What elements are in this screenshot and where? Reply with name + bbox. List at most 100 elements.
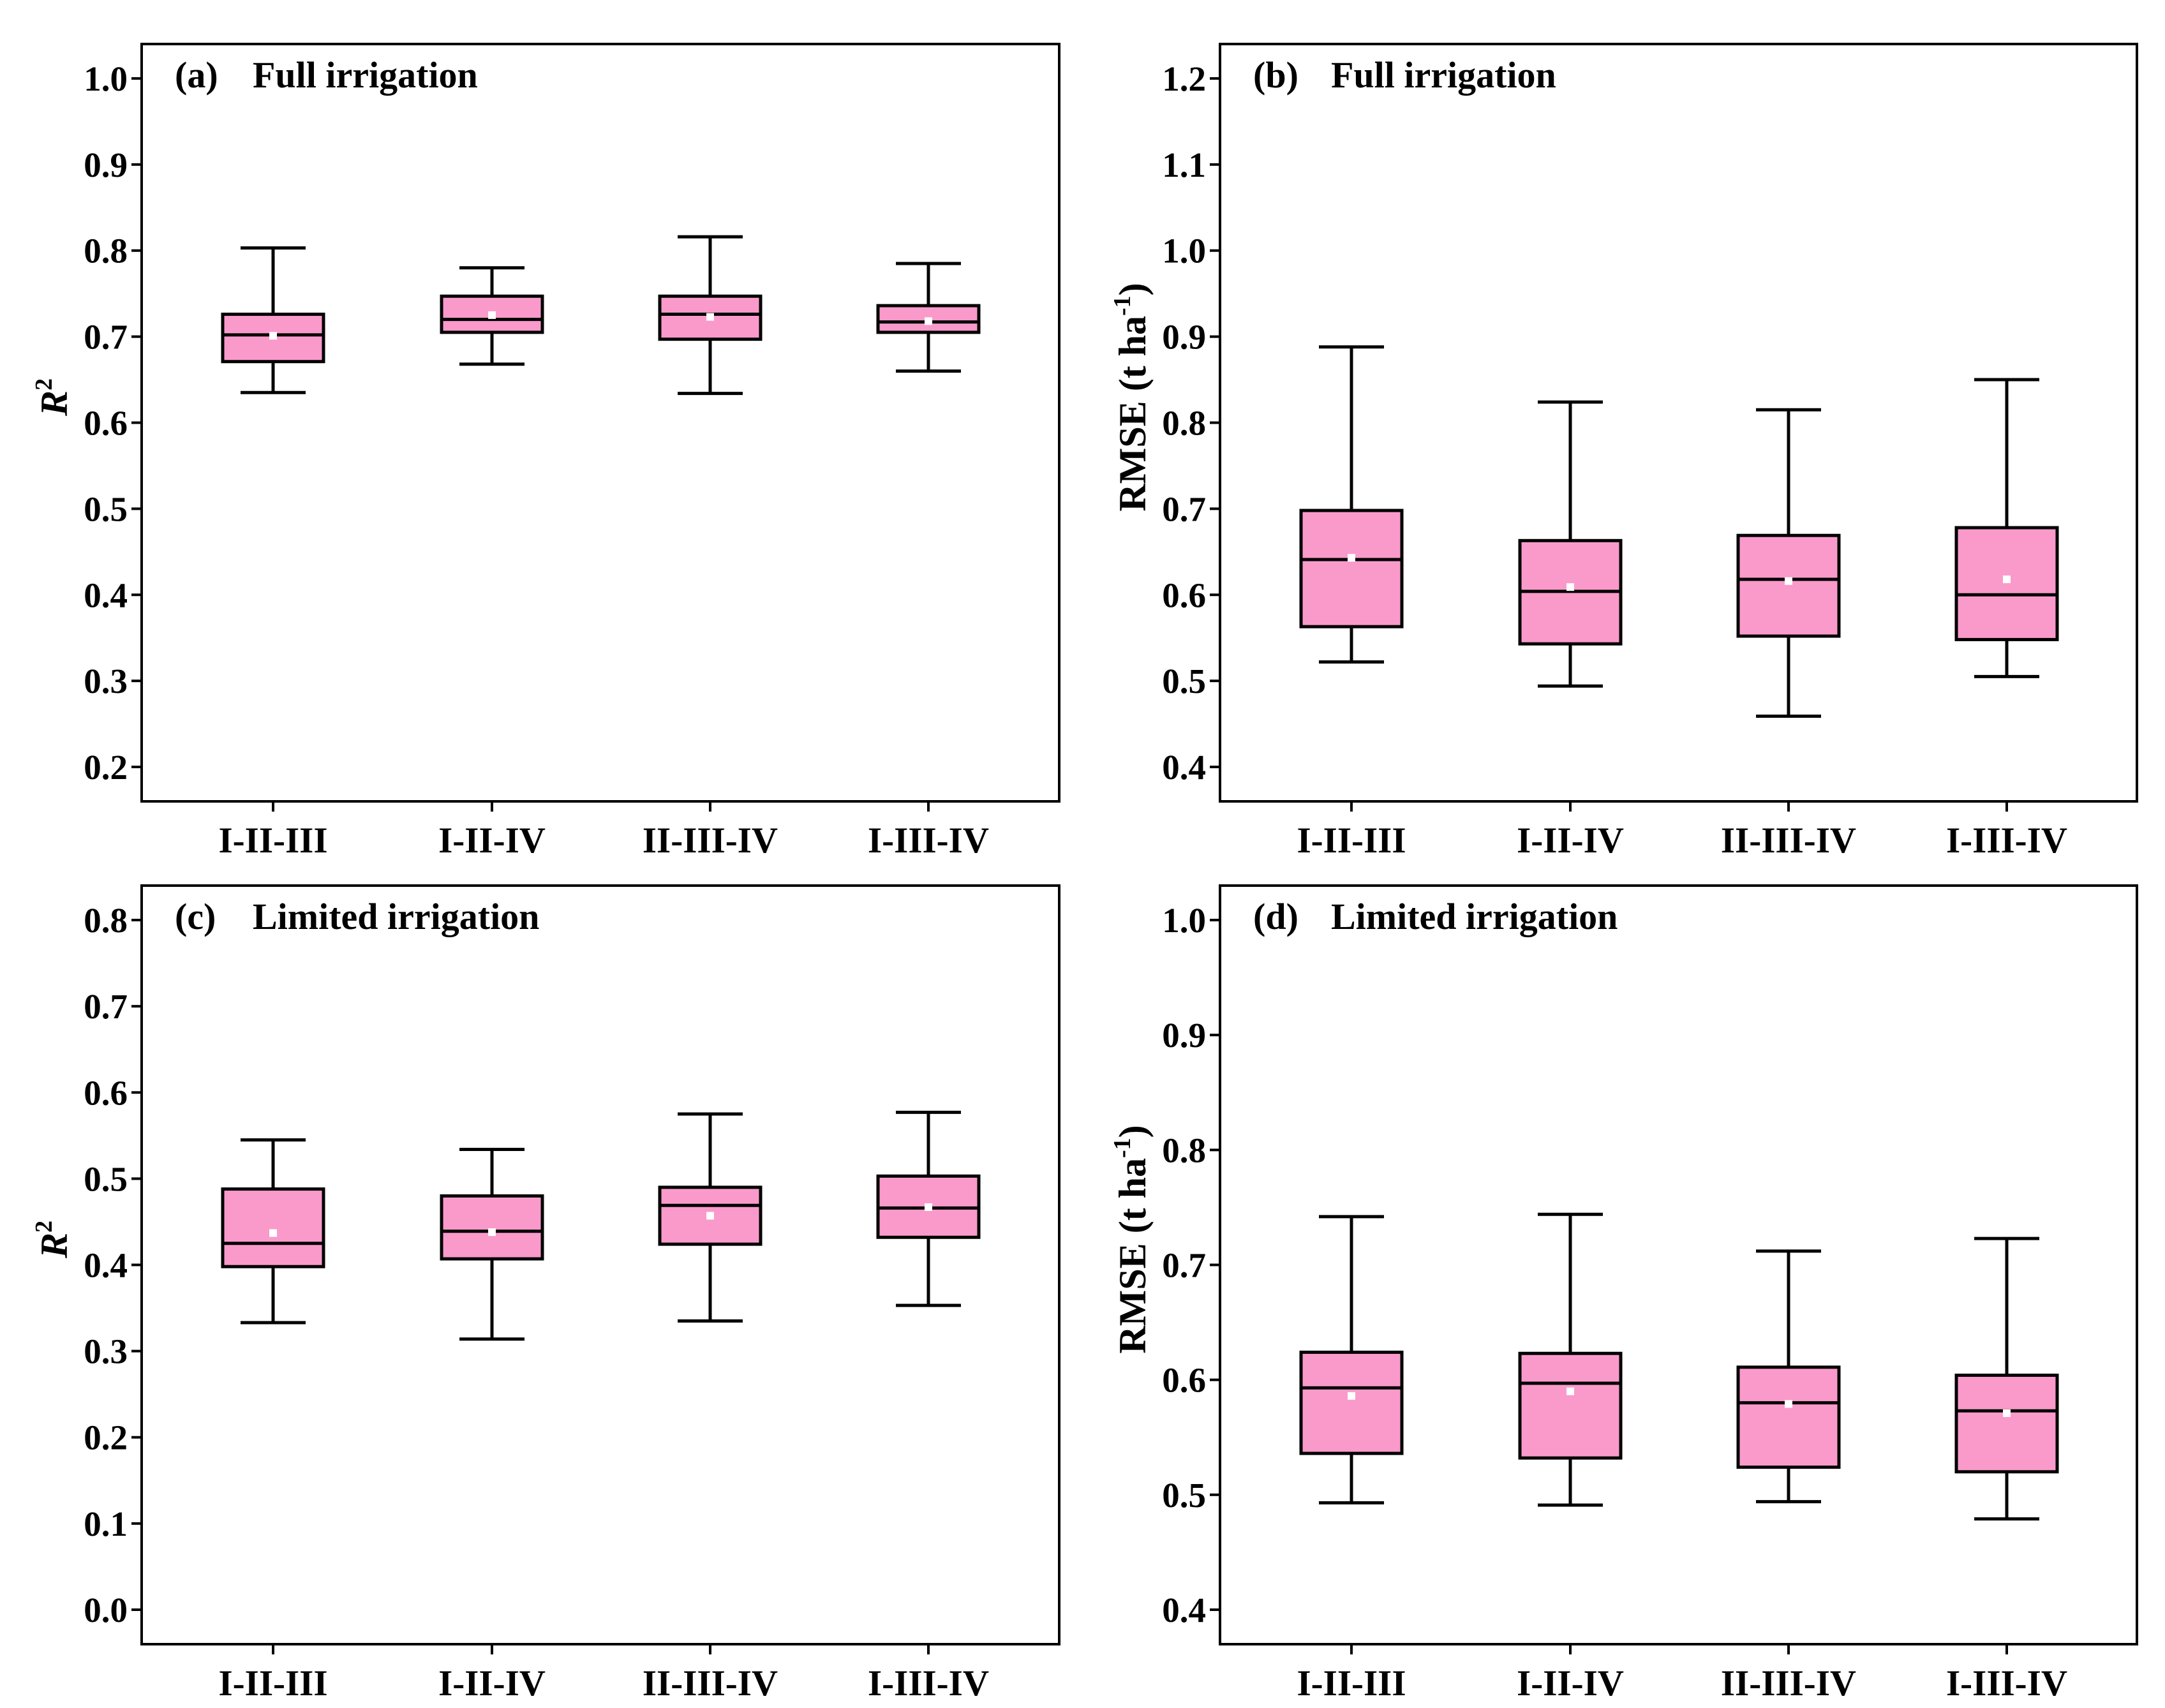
mean-marker (269, 1229, 277, 1237)
y-axis-label-superscript: 2 (31, 1221, 57, 1233)
mean-marker (1348, 1392, 1355, 1400)
y-axis-label-text: RMSE (t ha (1112, 1158, 1154, 1354)
x-tick-label: I-II-III (218, 1663, 327, 1704)
box-I-II-III (1299, 345, 1404, 664)
box-I-III-IV (1954, 1236, 2059, 1521)
y-tick-label: 0.7 (1162, 489, 1206, 528)
panel-d: 1.0 0.9 0.8 0.7 0.6 0.5 0.4 I-II-III I-II-IV II-I… (1109, 884, 2138, 1704)
y-tick-label: 0.8 (1162, 1131, 1206, 1170)
y-tick-label: 1.0 (1162, 232, 1206, 271)
x-tick-label: I-II-IV (1517, 1663, 1624, 1704)
y-tick-label: 0.7 (84, 318, 128, 357)
y-tick-label: 0.5 (84, 489, 128, 528)
box-I-II-III (1299, 1215, 1404, 1504)
x-tick-label: I-II-IV (438, 821, 546, 861)
y-tick-label: 0.1 (84, 1504, 128, 1543)
box-I-II-III (221, 1138, 325, 1325)
mean-marker (1566, 583, 1574, 591)
iqr-box (440, 1194, 544, 1261)
mean-marker (1785, 577, 1792, 585)
x-tick-label: I-III-IV (1946, 1663, 2067, 1704)
y-tick-label: 0.0 (84, 1591, 128, 1630)
y-tick-label: 1.0 (84, 59, 128, 98)
box-I-III-IV (876, 262, 981, 373)
y-tick-label: 0.8 (84, 901, 128, 940)
panel-title: Limited irrigation (1331, 896, 1618, 937)
mean-marker (488, 311, 496, 319)
box-I-III-IV (1954, 378, 2059, 678)
y-tick-label: 0.4 (1162, 1591, 1206, 1630)
iqr-box (1736, 533, 1841, 638)
y-axis-label-text: R (33, 1233, 75, 1259)
plot-frame (1219, 884, 2138, 1645)
y-axis-label-superscript: -1 (1109, 295, 1136, 316)
iqr-box (1954, 1373, 2059, 1474)
y-tick-label: 0.6 (84, 1073, 128, 1112)
plot-frame (1219, 43, 2138, 803)
y-tick-label: 0.8 (1162, 404, 1206, 443)
y-tick-label: 0.2 (84, 748, 128, 787)
y-axis-label-text: R (33, 390, 75, 417)
box-II-III-IV (658, 1112, 763, 1323)
panel-title: Full irrigation (1331, 54, 1556, 96)
mean-marker (1785, 1400, 1792, 1408)
y-axis-label-suffix: ) (1112, 1125, 1154, 1138)
x-tick-label: I-II-III (218, 821, 327, 861)
y-tick-label: 0.9 (1162, 1016, 1206, 1055)
iqr-box (1954, 526, 2059, 641)
y-tick-label: 1.0 (1162, 901, 1206, 940)
y-tick-label: 1.2 (1162, 59, 1206, 98)
y-tick-label: 0.4 (1162, 748, 1206, 787)
mean-marker (1348, 554, 1355, 562)
x-tick-label: II-III-IV (1721, 1663, 1856, 1704)
mean-marker (269, 332, 277, 340)
y-tick-label: 0.6 (1162, 1361, 1206, 1400)
y-axis-label: RMSE (t ha-1) (1109, 1125, 1154, 1353)
y-tick-label: 0.5 (84, 1159, 128, 1198)
y-axis-label-text: RMSE (t ha (1112, 316, 1154, 512)
iqr-box (1299, 1350, 1404, 1455)
panel-title: Limited irrigation (253, 896, 539, 937)
y-axis-label: R2 (31, 378, 75, 417)
iqr-box (1736, 1365, 1841, 1469)
panel-b: 1.2 1.1 1.0 0.9 0.8 0.7 0.6 0.5 0.4 I-II-III I-II-… (1109, 43, 2138, 861)
mean-marker (925, 317, 932, 325)
panel-label: (b) (1253, 54, 1298, 96)
y-tick-label: 0.7 (84, 987, 128, 1026)
y-tick-label: 0.7 (1162, 1246, 1206, 1285)
y-tick-label: 0.5 (1162, 662, 1206, 701)
x-tick-label: I-II-III (1297, 821, 1406, 861)
y-axis-label-suffix: ) (1112, 283, 1154, 295)
y-tick-label: 0.5 (1162, 1476, 1206, 1515)
mean-marker (488, 1228, 496, 1236)
x-tick-label: I-II-III (1297, 1663, 1406, 1704)
y-tick-label: 1.1 (1162, 145, 1206, 184)
y-tick-label: 0.3 (84, 662, 128, 701)
iqr-box (1518, 1351, 1623, 1460)
mean-marker (706, 313, 714, 321)
box-II-III-IV (658, 235, 763, 396)
box-I-II-IV (440, 1147, 544, 1341)
x-tick-label: II-III-IV (643, 821, 778, 861)
x-tick-label: I-III-IV (868, 821, 989, 861)
box-II-III-IV (1736, 1249, 1841, 1504)
iqr-box (221, 313, 325, 364)
panel-c: 0.8 0.7 0.6 0.5 0.4 0.3 0.2 0.1 0.0 I-II-III I-II-… (31, 884, 1060, 1704)
y-axis-label: RMSE (t ha-1) (1109, 283, 1154, 511)
y-tick-label: 0.2 (84, 1418, 128, 1457)
y-tick-label: 0.6 (1162, 576, 1206, 614)
plot-frame (140, 43, 1060, 803)
mean-marker (925, 1203, 932, 1211)
y-tick-label: 0.9 (1162, 318, 1206, 357)
panel-a: 1.0 0.9 0.8 0.7 0.6 0.5 0.4 0.3 0.2 I-II-III I-II-… (31, 43, 1060, 861)
y-tick-label: 0.9 (84, 145, 128, 184)
x-tick-label: I-II-IV (1517, 821, 1624, 861)
y-axis-label-superscript: -1 (1109, 1138, 1136, 1158)
iqr-box (440, 294, 544, 334)
mean-marker (1566, 1387, 1574, 1395)
y-tick-label: 0.6 (84, 404, 128, 443)
y-tick-label: 0.8 (84, 232, 128, 271)
mean-marker (2003, 575, 2011, 583)
y-tick-label: 0.4 (84, 576, 128, 614)
iqr-box (221, 1187, 325, 1268)
